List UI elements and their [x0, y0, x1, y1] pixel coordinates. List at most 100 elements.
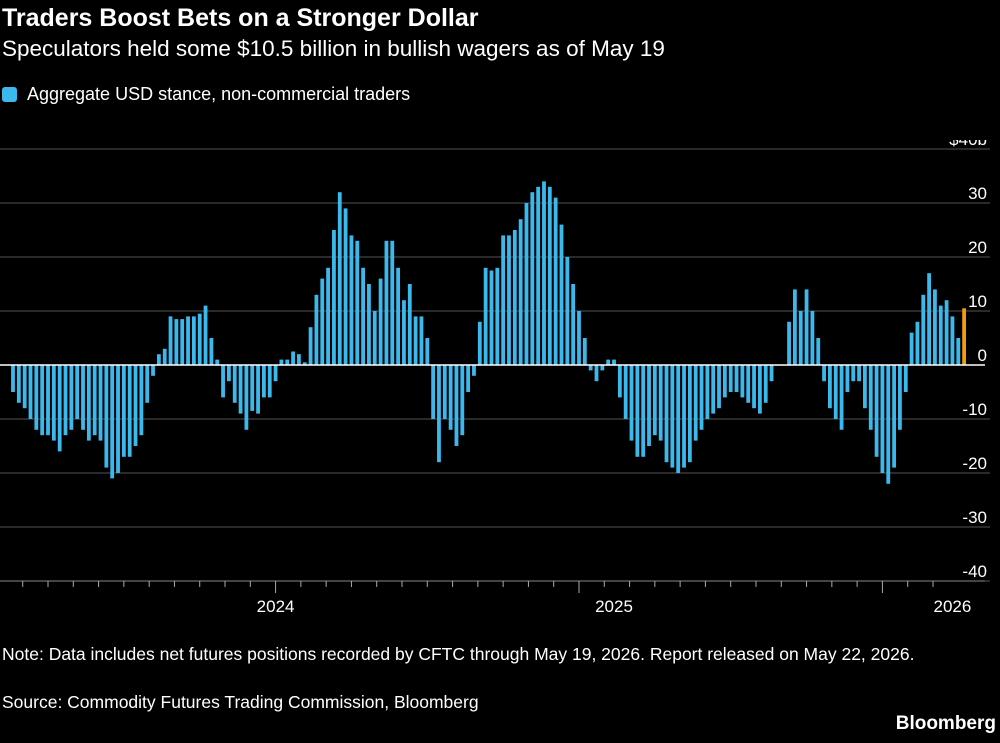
bar	[203, 305, 208, 365]
bar	[302, 362, 307, 365]
bar	[711, 365, 716, 414]
bar	[390, 240, 395, 365]
bar	[728, 365, 733, 392]
bar	[582, 338, 587, 365]
bar	[40, 365, 45, 436]
bar	[507, 235, 511, 365]
bar	[547, 186, 552, 365]
bar	[816, 338, 821, 365]
bar	[477, 321, 482, 365]
bar	[565, 257, 570, 365]
bar	[279, 359, 284, 365]
bar	[116, 365, 120, 473]
bar	[407, 284, 412, 365]
bar	[933, 289, 937, 365]
bar	[92, 365, 97, 436]
bar	[524, 203, 529, 365]
bar	[956, 338, 961, 365]
bar	[209, 338, 214, 365]
bar	[460, 365, 465, 436]
bar	[22, 365, 27, 409]
bar	[880, 365, 885, 473]
bar	[180, 319, 185, 365]
bar	[133, 365, 138, 446]
bar	[63, 365, 68, 436]
bar	[518, 219, 523, 365]
bar	[378, 278, 383, 365]
bar	[740, 365, 745, 398]
bar	[635, 365, 640, 457]
legend-label: Aggregate USD stance, non-commercial tra…	[27, 84, 411, 104]
bar	[320, 278, 325, 365]
y-tick-label: -10	[962, 400, 987, 419]
bar	[670, 365, 675, 468]
bar	[810, 311, 815, 365]
bar	[722, 365, 727, 398]
bar	[314, 294, 319, 365]
bar	[938, 305, 943, 365]
bar	[221, 365, 225, 398]
bar	[57, 365, 62, 452]
bar	[250, 365, 255, 411]
bar	[752, 365, 756, 409]
bar	[501, 235, 506, 365]
bar	[215, 359, 220, 365]
bloomberg-logo: Bloomberg	[895, 713, 996, 734]
bar	[863, 365, 867, 409]
chart-source: Source: Commodity Futures Trading Commis…	[2, 692, 479, 712]
bar	[559, 224, 564, 365]
bar	[442, 365, 447, 419]
bar	[343, 208, 348, 365]
bar	[308, 327, 313, 365]
bar	[944, 300, 949, 365]
bar	[857, 365, 861, 382]
bar	[367, 284, 371, 365]
x-tick-label: 2024	[257, 597, 295, 616]
bar-latest	[962, 308, 967, 365]
bar	[104, 365, 109, 468]
bar	[46, 365, 50, 436]
bar	[454, 365, 459, 446]
bar	[495, 267, 500, 365]
bar	[227, 365, 231, 382]
bar	[413, 316, 418, 365]
bar	[676, 365, 681, 473]
legend-swatch	[2, 87, 17, 102]
bar	[16, 365, 21, 403]
bar	[606, 359, 611, 365]
bar	[588, 365, 593, 371]
bar	[658, 365, 663, 441]
bar	[530, 192, 535, 365]
bar	[396, 267, 401, 365]
chart-note: Note: Data includes net futures position…	[2, 644, 915, 664]
legend: Aggregate USD stance, non-commercial tra…	[2, 84, 410, 105]
bar	[256, 365, 260, 414]
bar	[267, 365, 272, 398]
bar	[361, 267, 365, 365]
bar	[262, 365, 266, 398]
bar	[425, 338, 430, 365]
bar	[553, 197, 558, 365]
bar	[232, 365, 237, 403]
bar	[162, 348, 167, 365]
bar	[921, 294, 926, 365]
bar	[273, 365, 278, 382]
bar	[792, 289, 797, 365]
bar	[11, 365, 15, 392]
bar	[664, 365, 669, 463]
bar	[787, 321, 791, 365]
bar	[822, 365, 826, 382]
y-tick-label: 30	[968, 184, 987, 203]
bars	[11, 181, 967, 484]
bar	[419, 316, 424, 365]
bar	[699, 365, 704, 430]
bar	[297, 354, 301, 365]
bar	[110, 365, 115, 479]
y-tick-label: 10	[968, 292, 987, 311]
bar	[717, 365, 721, 409]
bar	[886, 365, 891, 484]
bar	[641, 365, 646, 457]
bar	[489, 270, 494, 365]
bar	[629, 365, 634, 441]
y-tick-label: 0	[978, 346, 987, 365]
